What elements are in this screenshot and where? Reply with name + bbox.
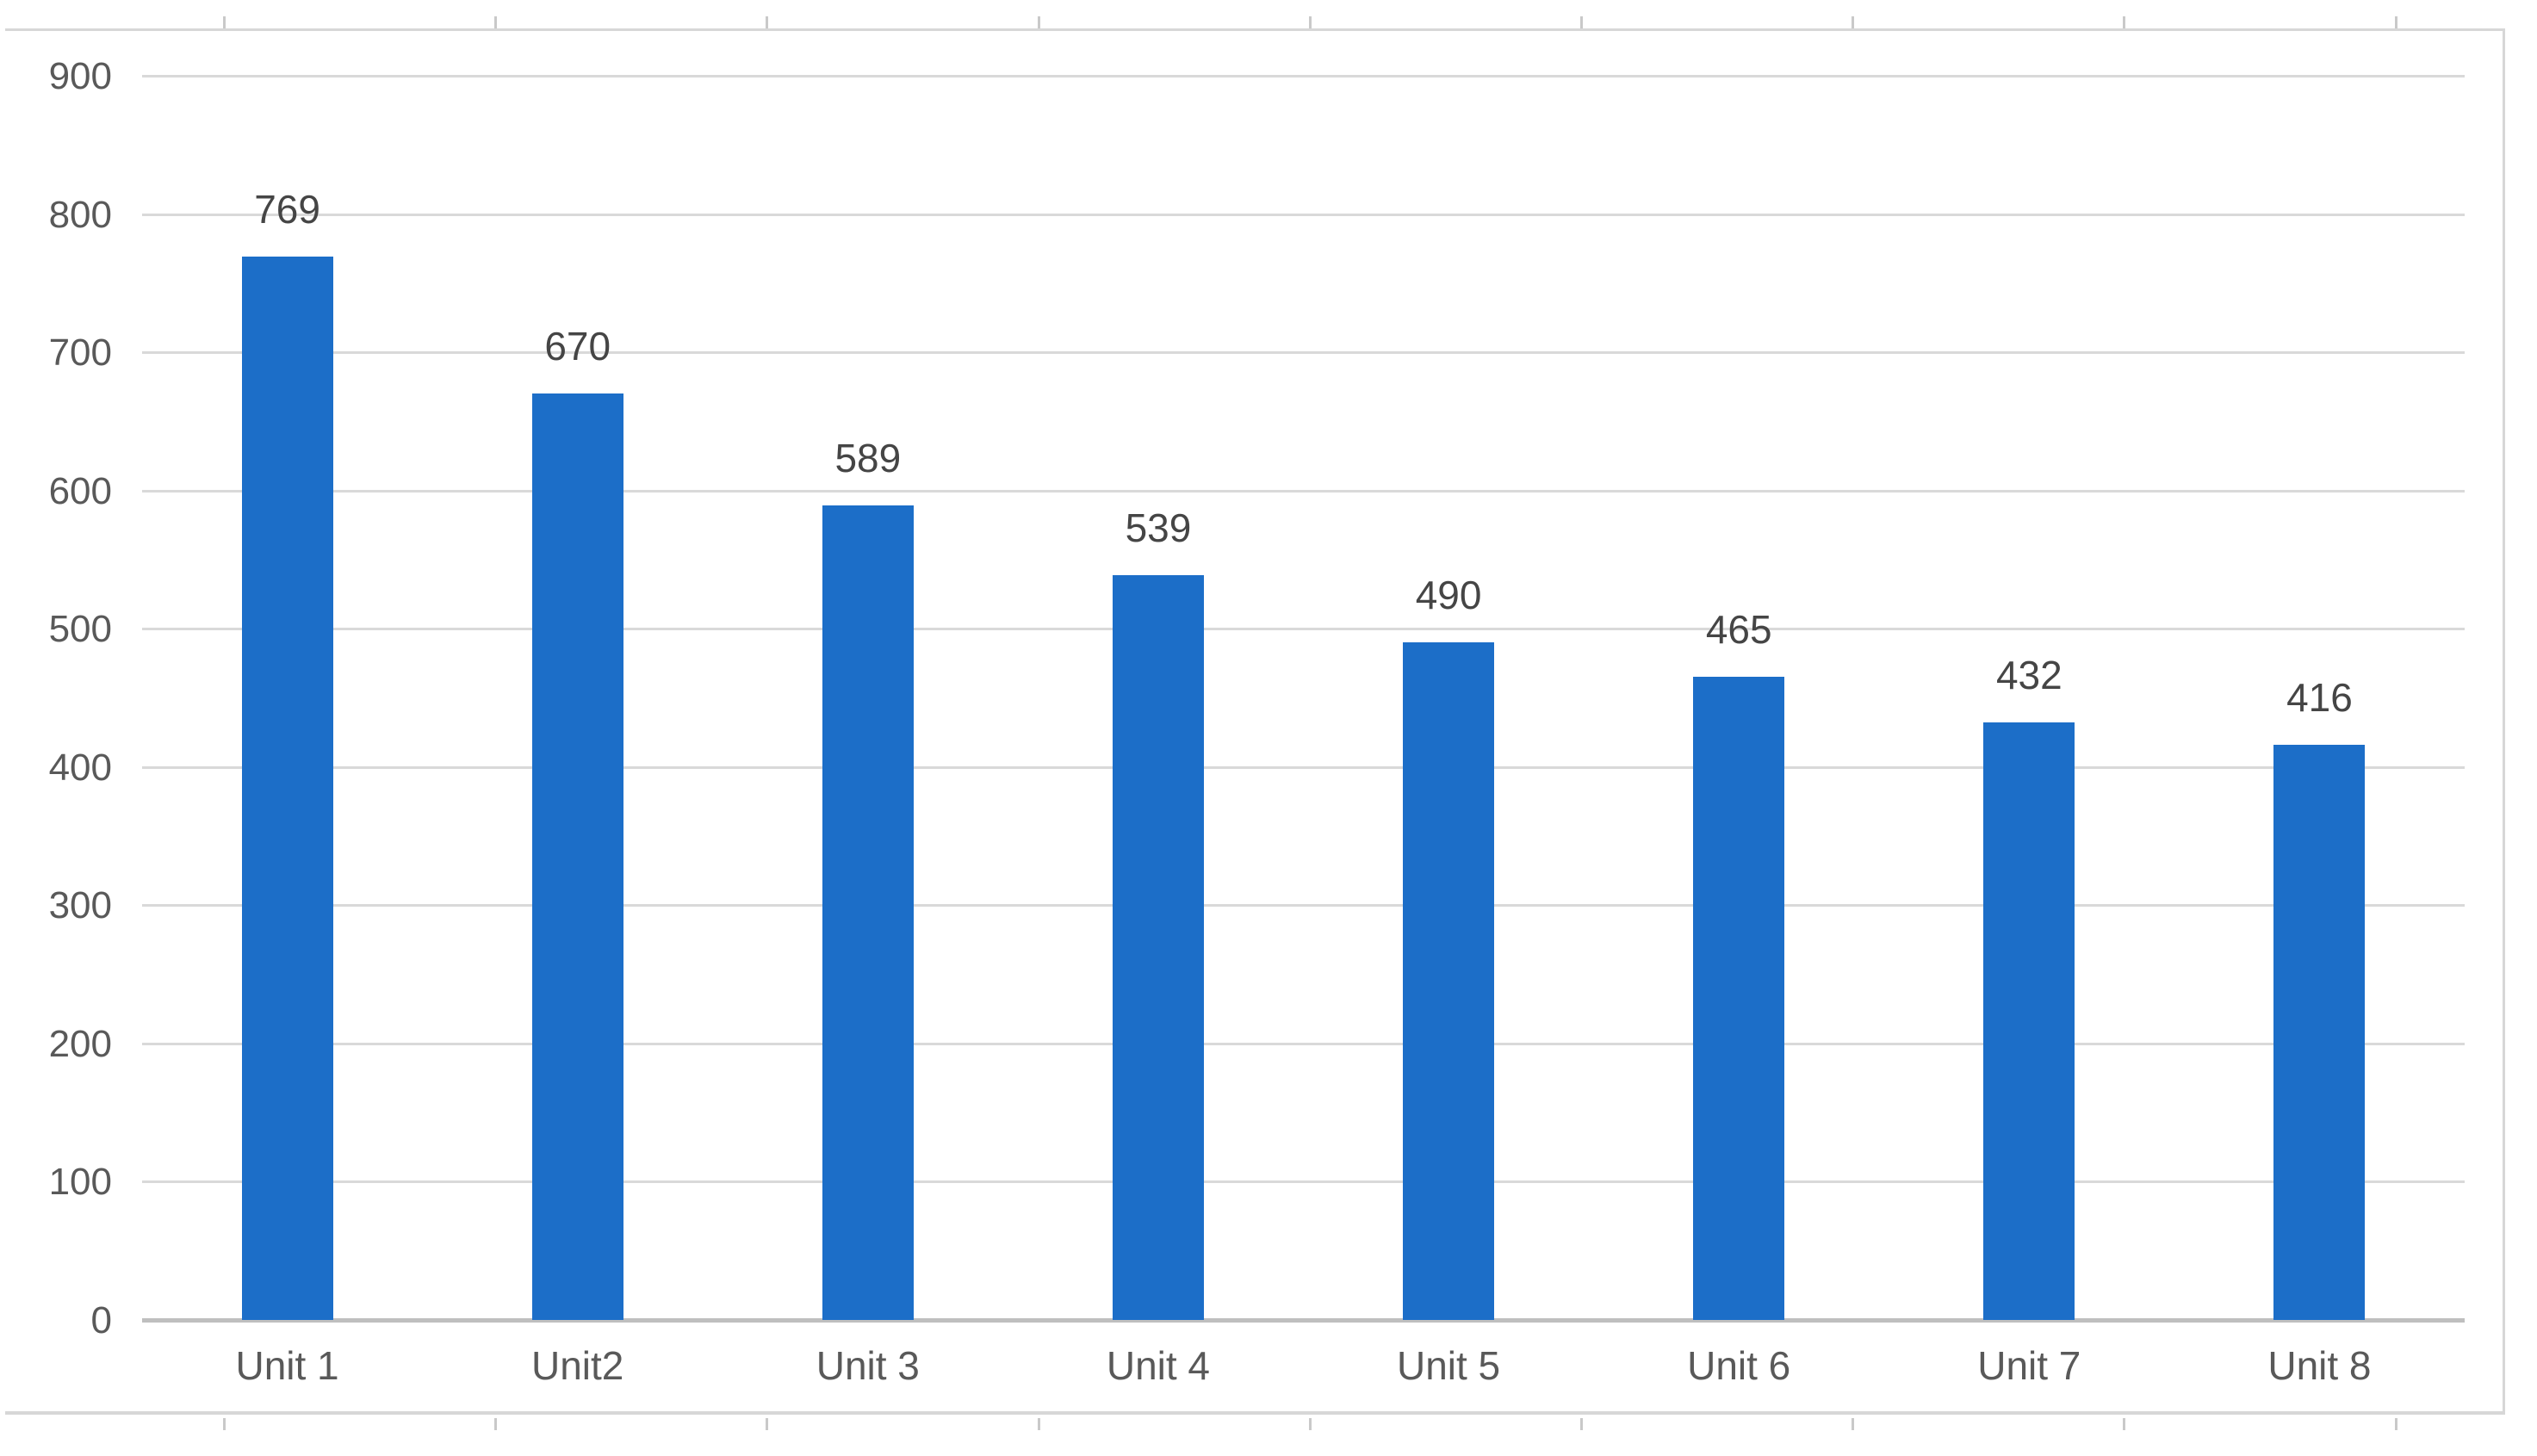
bar-unit2[interactable] bbox=[531, 393, 623, 1320]
bar-unit-8[interactable] bbox=[2273, 745, 2366, 1320]
x-axis-category-label: Unit 4 bbox=[1106, 1343, 1211, 1388]
y-axis-tick-label: 700 bbox=[48, 331, 112, 375]
worksheet-gridline-tick bbox=[1852, 16, 1854, 28]
bar-unit-3[interactable] bbox=[822, 505, 914, 1320]
worksheet-gridline-tick bbox=[2123, 1418, 2125, 1430]
worksheet-gridline-tick bbox=[2395, 16, 2397, 28]
data-label: 416 bbox=[2286, 675, 2353, 721]
y-axis-tick-label: 200 bbox=[48, 1022, 112, 1065]
worksheet-gridline-tick bbox=[494, 16, 497, 28]
x-axis-category-label: Unit2 bbox=[530, 1343, 624, 1388]
data-label: 490 bbox=[1415, 573, 1482, 618]
x-axis-category-label: Unit 6 bbox=[1687, 1343, 1791, 1388]
bar-unit-4[interactable] bbox=[1112, 574, 1204, 1320]
data-label: 465 bbox=[1705, 607, 1772, 653]
worksheet-gridline-tick bbox=[1309, 1418, 1312, 1430]
y-gridline-500 bbox=[142, 628, 2465, 631]
y-gridline-900 bbox=[142, 75, 2465, 77]
data-label: 769 bbox=[254, 187, 320, 232]
worksheet-gridline-tick bbox=[1580, 1418, 1583, 1430]
x-axis-line bbox=[142, 1318, 2465, 1323]
y-gridline-800 bbox=[142, 213, 2465, 216]
bar-unit-1[interactable] bbox=[241, 257, 333, 1320]
data-label: 432 bbox=[1995, 653, 2062, 698]
bar-unit-6[interactable] bbox=[1693, 677, 1785, 1320]
worksheet-gridline-tick bbox=[494, 1418, 497, 1430]
worksheet-gridline-tick bbox=[223, 1418, 226, 1430]
worksheet-gridline-tick bbox=[1852, 1418, 1854, 1430]
x-axis-category-label: Unit 3 bbox=[816, 1343, 920, 1388]
data-label: 670 bbox=[544, 324, 611, 369]
worksheet-gridline-tick bbox=[1309, 16, 1312, 28]
x-axis-category-label: Unit 7 bbox=[1977, 1343, 2081, 1388]
y-axis-tick-label: 400 bbox=[48, 746, 112, 789]
chart-object[interactable] bbox=[5, 28, 2505, 1415]
worksheet-gridline-tick bbox=[2123, 16, 2125, 28]
y-gridline-100 bbox=[142, 1180, 2465, 1184]
worksheet-gridline-tick bbox=[766, 16, 768, 28]
worksheet-gridline-tick bbox=[1038, 1418, 1040, 1430]
y-axis-tick-label: 600 bbox=[48, 469, 112, 512]
worksheet-gridline-tick bbox=[766, 1418, 768, 1430]
y-gridline-400 bbox=[142, 765, 2465, 769]
worksheet-gridline-tick bbox=[223, 16, 226, 28]
y-gridline-700 bbox=[142, 351, 2465, 355]
y-axis-tick-label: 0 bbox=[90, 1299, 112, 1341]
y-axis-tick-label: 500 bbox=[48, 608, 112, 651]
y-axis-tick-label: 100 bbox=[48, 1161, 112, 1204]
worksheet-gridline-tick bbox=[1038, 16, 1040, 28]
x-axis-category-label: Unit 8 bbox=[2267, 1343, 2372, 1388]
y-axis-tick-label: 300 bbox=[48, 884, 112, 927]
worksheet-gridline-tick bbox=[1580, 16, 1583, 28]
data-label: 589 bbox=[834, 436, 902, 481]
x-axis-category-label: Unit 5 bbox=[1396, 1343, 1501, 1388]
bar-unit-7[interactable] bbox=[1983, 722, 2075, 1320]
y-axis-tick-label: 800 bbox=[48, 193, 112, 236]
y-gridline-200 bbox=[142, 1042, 2465, 1045]
data-label: 539 bbox=[1125, 505, 1192, 550]
worksheet-gridline-tick bbox=[2395, 1418, 2397, 1430]
y-axis-tick-label: 900 bbox=[48, 55, 112, 97]
y-gridline-300 bbox=[142, 904, 2465, 908]
x-axis-category-label: Unit 1 bbox=[235, 1343, 339, 1388]
bar-unit-5[interactable] bbox=[1403, 642, 1495, 1320]
y-gridline-600 bbox=[142, 489, 2465, 493]
